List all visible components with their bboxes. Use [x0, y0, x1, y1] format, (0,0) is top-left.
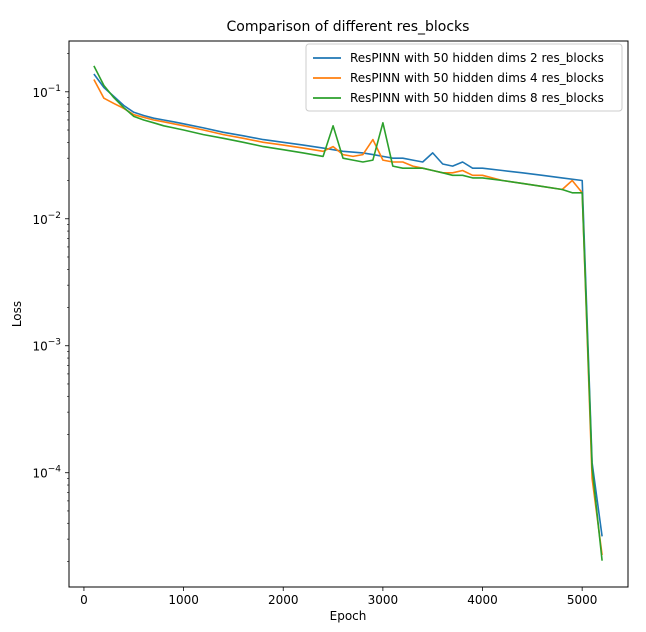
x-tick-label: 0 [80, 593, 88, 607]
series-line-3 [93, 65, 603, 561]
x-axis-ticks: 0 1000 2000 3000 4000 5000 [80, 587, 597, 607]
series-line-2 [93, 79, 603, 556]
y-tick-label: 10−2 [32, 211, 61, 227]
chart-title: Comparison of different res_blocks [227, 19, 470, 35]
y-axis-label: Loss [10, 301, 24, 327]
x-tick-label: 2000 [268, 593, 299, 607]
x-tick-label: 4000 [467, 593, 498, 607]
series-line-1 [93, 73, 603, 537]
legend-label-1: ResPINN with 50 hidden dims 2 res_blocks [350, 51, 604, 65]
x-tick-label: 1000 [168, 593, 199, 607]
y-axis-ticks: 10−1 10−2 10−3 10−4 [32, 53, 69, 562]
legend-box [305, 43, 623, 112]
legend: ResPINN with 50 hidden dims 2 res_blocks… [305, 43, 623, 112]
legend-label-2: ResPINN with 50 hidden dims 4 res_blocks [350, 71, 604, 85]
axes-frame [68, 40, 629, 588]
legend-label-3: ResPINN with 50 hidden dims 8 res_blocks [350, 91, 604, 105]
y-tick-label: 10−1 [32, 84, 61, 100]
y-tick-label: 10−3 [32, 338, 61, 354]
series-lines [93, 65, 603, 561]
x-tick-label: 3000 [368, 593, 399, 607]
x-tick-label: 5000 [567, 593, 598, 607]
y-tick-label: 10−4 [32, 465, 61, 481]
x-axis-label: Epoch [330, 609, 367, 623]
